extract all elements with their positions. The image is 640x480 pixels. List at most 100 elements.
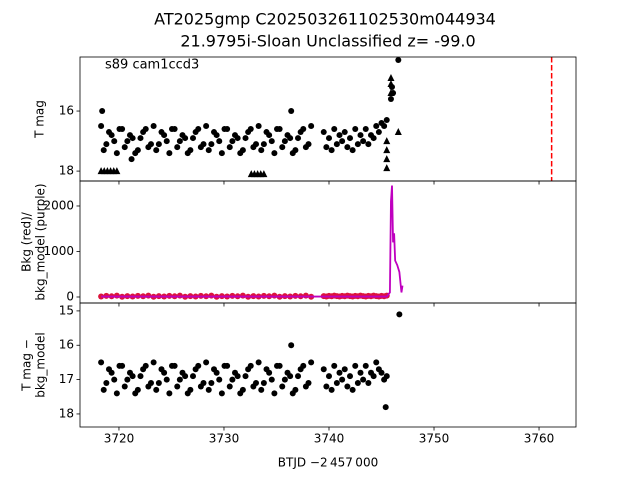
point (142, 126, 149, 133)
point (362, 126, 369, 133)
point (189, 135, 196, 142)
point (100, 147, 107, 154)
point (263, 366, 270, 373)
point (195, 362, 202, 369)
point (132, 150, 139, 157)
point (168, 126, 175, 133)
point (344, 144, 351, 151)
y-tick-label: 18 (59, 406, 74, 420)
point (124, 376, 131, 383)
x-axis-label: BTJD −2 457 000 (278, 456, 378, 470)
point (147, 141, 154, 148)
point (344, 383, 351, 390)
point (145, 292, 152, 299)
point (362, 362, 369, 369)
point (323, 383, 330, 390)
point (105, 366, 112, 373)
point (333, 141, 340, 148)
point (218, 150, 225, 157)
point (153, 147, 160, 154)
point (258, 386, 265, 393)
point (336, 132, 343, 139)
y-axis-label: T mag (33, 100, 47, 139)
point (253, 141, 260, 148)
point (370, 373, 377, 380)
point (103, 380, 110, 387)
point (279, 144, 286, 151)
point (237, 150, 244, 157)
y-tick-label: 18 (59, 164, 74, 178)
point (116, 362, 123, 369)
point (211, 129, 218, 136)
point (247, 362, 254, 369)
point (208, 141, 215, 148)
point (328, 386, 335, 393)
triangle-point (387, 80, 395, 88)
point (100, 386, 107, 393)
point (339, 138, 346, 145)
point (308, 123, 315, 130)
point (113, 292, 120, 299)
point (208, 292, 215, 299)
chart-subtitle: 21.9795i-Sloan Unclassified z= -99.0 (180, 32, 475, 51)
point (168, 362, 175, 369)
point (121, 144, 128, 151)
point (239, 292, 246, 299)
point (203, 123, 210, 130)
point (263, 129, 270, 136)
point (268, 138, 275, 145)
x-tick-label: 3750 (419, 432, 450, 446)
triangle-point (383, 155, 391, 163)
point (247, 126, 254, 133)
point (352, 362, 359, 369)
point (126, 369, 133, 376)
point (289, 390, 296, 397)
point (370, 135, 377, 142)
point (274, 362, 281, 369)
point (124, 138, 131, 145)
point (242, 135, 249, 142)
point (150, 359, 157, 366)
point (203, 359, 210, 366)
point (229, 138, 236, 145)
point (288, 342, 295, 349)
y-tick-label: 15 (59, 303, 74, 317)
point (121, 383, 128, 390)
point (357, 369, 364, 376)
point (260, 380, 267, 387)
plot-area (97, 57, 553, 181)
point (211, 366, 218, 373)
point (279, 383, 286, 390)
point (147, 380, 154, 387)
point (155, 141, 162, 148)
point (288, 108, 295, 115)
y-axis-label: bkg_model (purple) (34, 183, 48, 300)
point (354, 141, 361, 148)
point (373, 359, 380, 366)
point (242, 373, 249, 380)
point (336, 369, 343, 376)
point (300, 362, 307, 369)
triangle-point (387, 89, 395, 97)
y-axis-label: Bkg (red)/ (20, 211, 34, 272)
point (396, 311, 403, 318)
point (305, 380, 312, 387)
point (387, 96, 394, 103)
y-tick-label: 16 (59, 338, 74, 352)
point (155, 380, 162, 387)
point (176, 292, 183, 299)
point (221, 362, 228, 369)
point (205, 386, 212, 393)
point (255, 359, 262, 366)
x-tick-label: 3730 (209, 432, 240, 446)
point (354, 380, 361, 387)
y-axis-label: T mag − (20, 339, 34, 392)
line (101, 185, 404, 298)
point (323, 144, 330, 151)
point (339, 376, 346, 383)
y-axis-label: bkg_model (34, 332, 48, 398)
point (113, 150, 120, 157)
triangle-point (394, 128, 402, 136)
point (163, 138, 170, 145)
point (360, 376, 367, 383)
